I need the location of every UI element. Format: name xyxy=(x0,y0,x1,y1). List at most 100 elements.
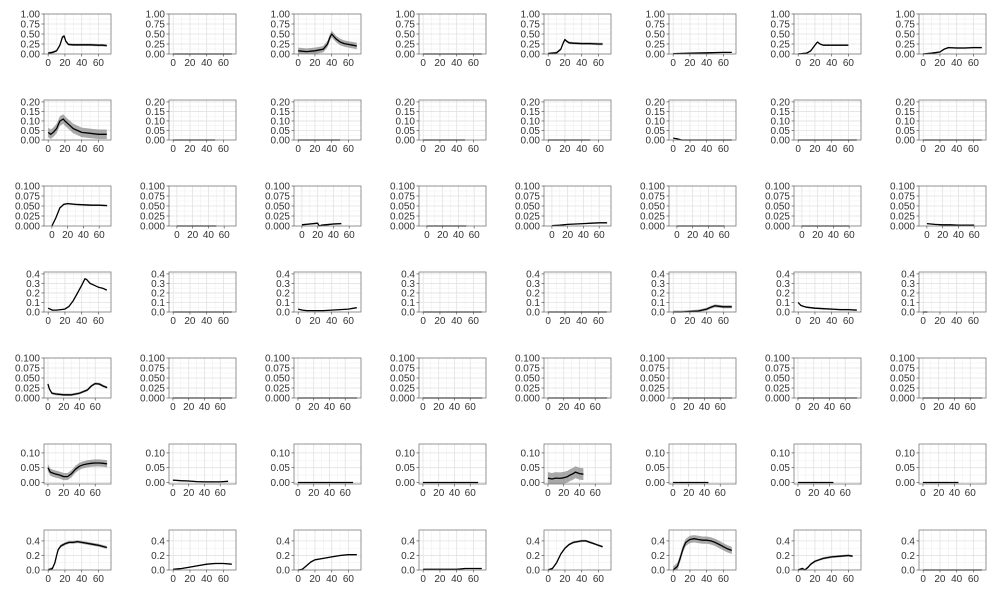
x-tick-label: 40 xyxy=(451,574,463,585)
x-tick-label: 0 xyxy=(45,574,51,585)
y-tick-label: 0.100 xyxy=(890,182,915,193)
x-tick-label: 20 xyxy=(809,58,821,69)
x-tick-label: 60 xyxy=(468,316,480,327)
x-tick-label: 40 xyxy=(201,316,213,327)
x-tick-label: 40 xyxy=(701,144,713,155)
plot-area xyxy=(919,530,986,570)
x-tick-label: 20 xyxy=(684,58,696,69)
y-tick-label: 0.0 xyxy=(901,308,915,319)
y-tick-label: 0.15 xyxy=(396,107,416,118)
x-tick-label: 60 xyxy=(840,488,852,499)
y-tick-label: 0.050 xyxy=(390,202,415,213)
y-tick-label: 0.50 xyxy=(271,30,291,41)
y-tick-label: 1.00 xyxy=(271,10,291,21)
x-tick-label: 0 xyxy=(295,574,301,585)
x-tick-label: 20 xyxy=(433,402,445,413)
chart-panel-r7-c6: 0.0 0.2 0.4 0 20 40 60 xyxy=(651,529,737,585)
y-tick-label: 0.1 xyxy=(26,298,40,309)
y-tick-label: 0.2 xyxy=(276,288,290,299)
x-tick-label: 0 xyxy=(45,144,51,155)
x-tick-label: 60 xyxy=(969,230,981,241)
x-tick-label: 20 xyxy=(58,488,70,499)
x-tick-label: 60 xyxy=(93,144,105,155)
y-tick-label: 0.20 xyxy=(396,97,416,108)
y-tick-label: 0.20 xyxy=(146,97,166,108)
panel-border xyxy=(293,99,362,141)
x-tick-label: 0 xyxy=(170,58,176,69)
series-line xyxy=(923,46,982,55)
x-tick-label: 0 xyxy=(295,316,301,327)
x-tick-label: 40 xyxy=(451,316,463,327)
y-tick-label: 0.1 xyxy=(151,298,165,309)
chart-panel-r7-c4: 0.0 0.2 0.4 0 20 40 60 xyxy=(401,529,487,585)
x-tick-label: 0 xyxy=(674,230,680,241)
y-tick-label: 0.25 xyxy=(146,40,166,51)
x-tick-label: 0 xyxy=(420,144,426,155)
plot-area xyxy=(544,272,611,312)
x-tick-label: 40 xyxy=(826,574,838,585)
y-tick-label: 0.00 xyxy=(271,136,291,147)
chart-panel-r4-c5: 0.00.10.20.30.4 0 20 40 60 xyxy=(526,269,612,327)
y-tick-label: 0.050 xyxy=(15,202,40,213)
series-line xyxy=(172,479,229,483)
y-tick-label: 0.2 xyxy=(901,288,915,299)
x-tick-label: 60 xyxy=(843,316,855,327)
y-tick-label: 0.075 xyxy=(140,192,165,203)
x-tick-label: 0 xyxy=(420,402,426,413)
y-tick-label: 0.75 xyxy=(21,20,41,31)
series-line xyxy=(797,302,857,311)
y-tick-label: 0.10 xyxy=(21,448,41,459)
x-tick-label: 40 xyxy=(201,574,213,585)
x-tick-label: 0 xyxy=(295,488,301,499)
x-tick-label: 20 xyxy=(934,574,946,585)
y-tick-label: 0.4 xyxy=(651,536,665,547)
x-tick-label: 20 xyxy=(562,230,574,241)
y-tick-label: 0.4 xyxy=(651,269,665,280)
y-tick-label: 0.15 xyxy=(521,107,541,118)
x-tick-label: 20 xyxy=(183,488,195,499)
x-tick-label: 20 xyxy=(933,488,945,499)
y-tick-label: 0.025 xyxy=(890,212,915,223)
y-tick-label: 0.3 xyxy=(651,279,665,290)
y-tick-label: 0.025 xyxy=(15,384,40,395)
chart-panel-r4-c8: 0.00.10.20.30.4 0 20 40 60 xyxy=(901,269,987,327)
y-tick-label: 0.075 xyxy=(265,192,290,203)
x-tick-label: 40 xyxy=(453,230,465,241)
y-tick-label: 0.75 xyxy=(146,20,166,31)
x-tick-label: 40 xyxy=(451,144,463,155)
y-tick-label: 0.25 xyxy=(271,40,291,51)
series-line xyxy=(51,202,108,227)
y-tick-label: 0.2 xyxy=(151,551,165,562)
chart-panel-r6-c3: 0.00 0.05 0.10 0 20 40 60 xyxy=(271,443,362,499)
x-tick-label: 40 xyxy=(326,58,338,69)
y-tick-label: 0.000 xyxy=(15,222,40,233)
y-tick-label: 0.00 xyxy=(146,50,166,61)
y-tick-label: 0.000 xyxy=(15,394,40,405)
y-tick-label: 0.0 xyxy=(526,308,540,319)
y-tick-label: 0.100 xyxy=(140,182,165,193)
x-tick-label: 20 xyxy=(184,58,196,69)
x-tick-label: 20 xyxy=(59,144,71,155)
y-tick-label: 0.00 xyxy=(521,478,541,489)
y-tick-label: 1.00 xyxy=(146,10,166,21)
x-tick-label: 40 xyxy=(324,488,336,499)
y-tick-label: 0.025 xyxy=(140,384,165,395)
y-tick-label: 0.4 xyxy=(26,536,40,547)
x-tick-label: 60 xyxy=(344,230,356,241)
chart-panel-r1-c1: 0.000.250.500.751.00 0 20 40 60 xyxy=(21,10,112,69)
x-tick-label: 20 xyxy=(559,58,571,69)
x-tick-label: 40 xyxy=(951,316,963,327)
y-tick-label: 0.10 xyxy=(396,116,416,127)
y-tick-label: 0.10 xyxy=(646,116,666,127)
chart-panel-r1-c6: 0.000.250.500.751.00 0 20 40 60 xyxy=(646,10,737,69)
y-tick-label: 0.1 xyxy=(901,298,915,309)
y-tick-label: 0.3 xyxy=(401,279,415,290)
y-tick-label: 0.25 xyxy=(21,40,41,51)
chart-panel-r4-c7: 0.00.10.20.30.4 0 20 40 60 xyxy=(776,269,862,327)
y-tick-label: 0.075 xyxy=(640,364,665,375)
y-tick-label: 0.10 xyxy=(646,448,666,459)
series-line xyxy=(298,33,357,53)
x-tick-label: 60 xyxy=(844,230,856,241)
y-tick-label: 0.2 xyxy=(651,551,665,562)
